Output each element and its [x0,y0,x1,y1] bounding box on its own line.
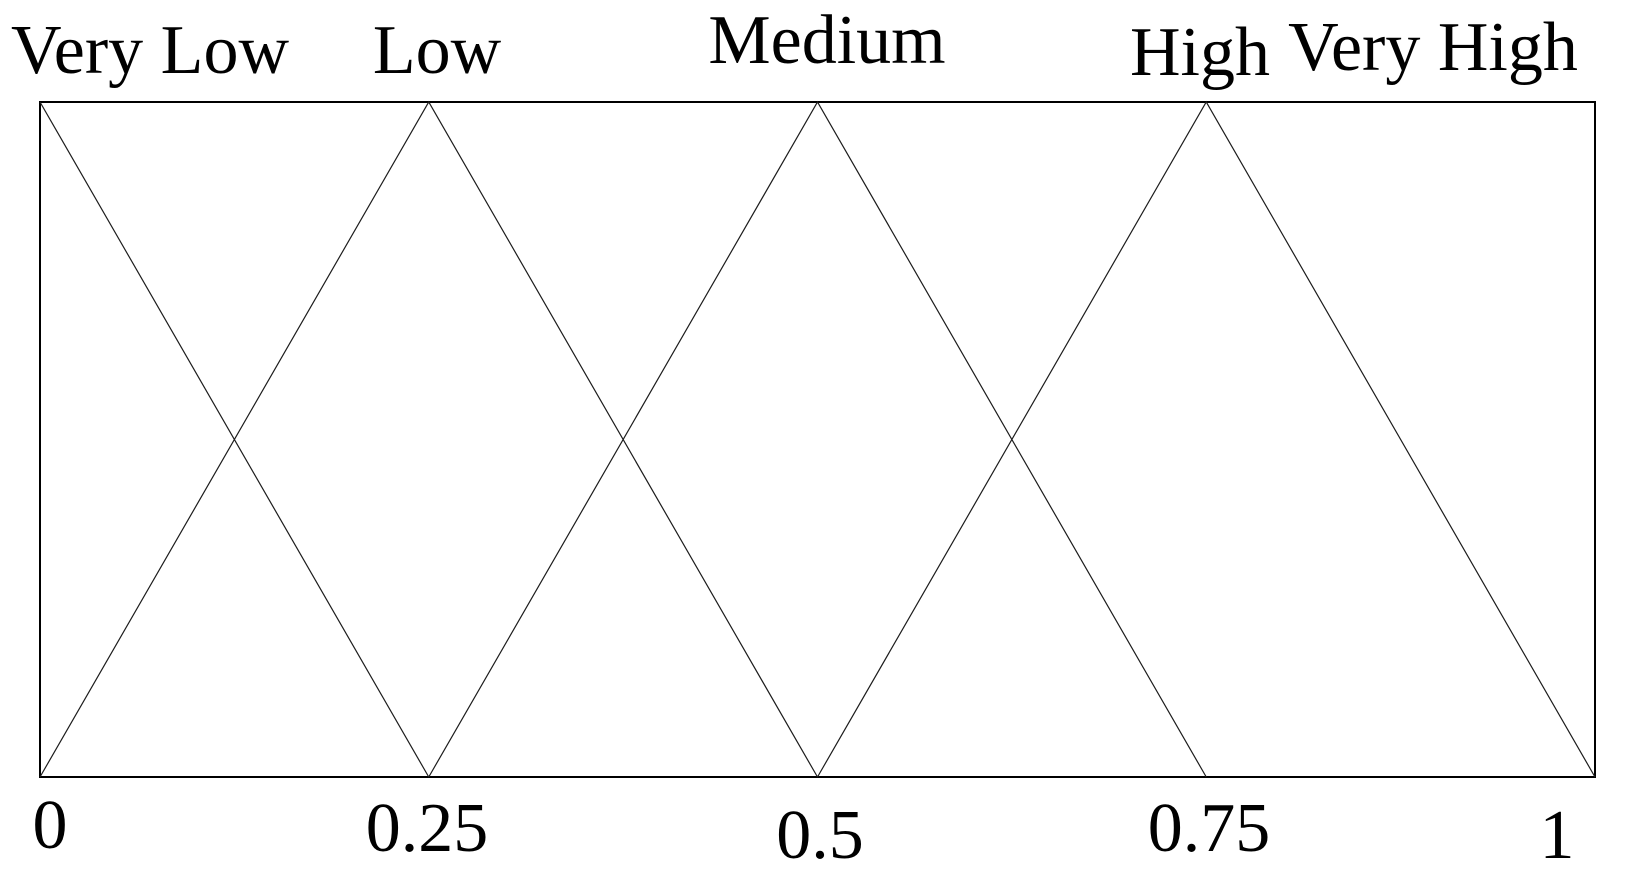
x-tick-label-05: 0.5 [776,797,864,874]
x-tick-label-025: 0.25 [365,790,489,867]
membership-line-medium [428,100,1207,778]
membership-label-medium: Medium [708,2,946,79]
x-tick-label-1: 1 [1539,797,1575,874]
membership-line-low [39,100,819,778]
membership-label-high: High [1130,14,1270,91]
x-tick-label-075: 0.75 [1147,790,1271,867]
membership-line-high [816,100,1596,778]
membership-label-very-low: Very Low [11,12,289,89]
membership-label-low: Low [372,12,502,89]
x-tick-label-0: 0 [32,787,68,864]
membership-label-very-high: Very High [1288,9,1578,86]
plot-frame [39,101,1596,778]
